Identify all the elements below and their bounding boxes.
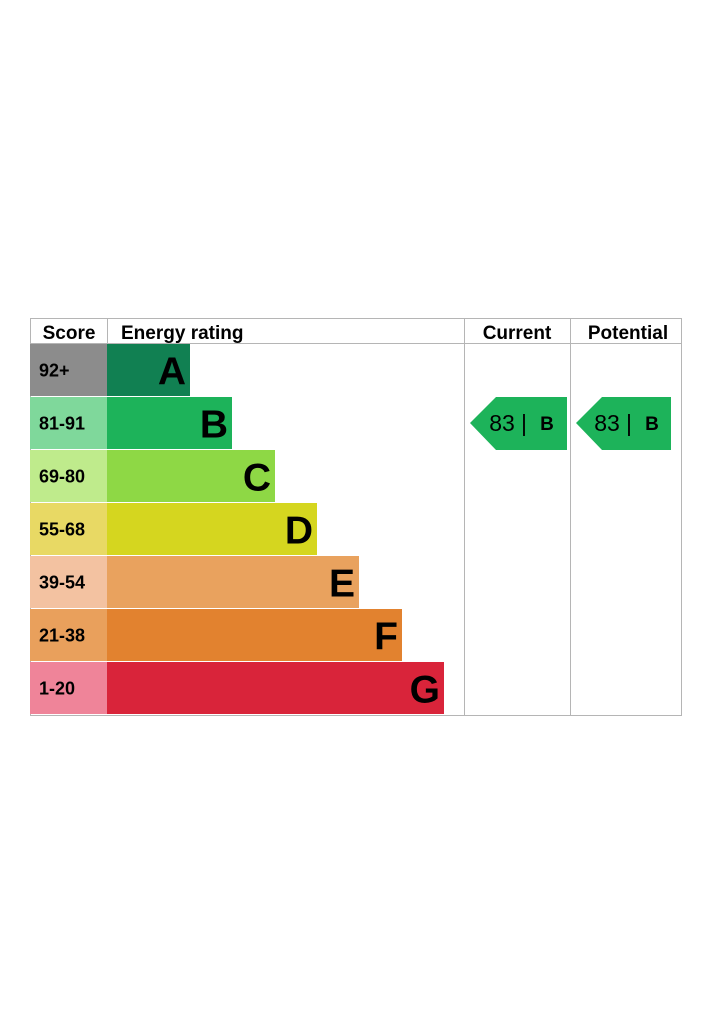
score-label-d: 55-68	[39, 520, 85, 540]
score-cell-e	[30, 556, 107, 608]
score-label-e: 39-54	[39, 573, 85, 593]
score-header: Score	[43, 323, 96, 344]
potential-rating-arrow: 83 | B	[576, 397, 671, 450]
potential-rating-value: 83	[594, 410, 620, 436]
score-label-g: 1-20	[39, 679, 75, 699]
current-rating-arrow: 83 | B	[470, 397, 567, 450]
band-letter-c: C	[243, 457, 271, 500]
score-cell-d	[30, 503, 107, 555]
potential-header: Potential	[588, 323, 668, 344]
band-letter-d: D	[285, 510, 313, 553]
band-letter-a: A	[158, 351, 186, 394]
score-cell-f	[30, 609, 107, 661]
band-bar-f	[107, 609, 402, 661]
band-letter-f: F	[374, 616, 398, 659]
potential-arrow-shape	[576, 397, 671, 450]
current-arrow-shape	[470, 397, 567, 450]
current-rating-letter: B	[540, 414, 554, 435]
band-bar-c	[107, 450, 275, 502]
current-header: Current	[483, 323, 552, 344]
score-label-a: 92+	[39, 361, 70, 381]
score-cell-g	[30, 662, 107, 714]
band-bar-a	[107, 344, 190, 396]
potential-rating-separator: |	[626, 410, 632, 436]
score-cell-b	[30, 397, 107, 449]
score-label-c: 69-80	[39, 467, 85, 487]
score-cell-a	[30, 344, 107, 396]
band-letter-g: G	[410, 669, 440, 712]
band-bar-g	[107, 662, 444, 714]
band-bar-b	[107, 397, 232, 449]
energy-rating-header: Energy rating	[121, 323, 243, 344]
current-rating-separator: |	[521, 410, 527, 436]
score-label-f: 21-38	[39, 626, 85, 646]
rating-bands: 92+ A 81-91 B 69-80 C 55-68 D 39-54 E 21-38 F 1-20 G	[30, 344, 444, 714]
band-bar-d	[107, 503, 317, 555]
band-letter-b: B	[200, 404, 228, 447]
score-label-b: 81-91	[39, 414, 85, 434]
score-cell-c	[30, 450, 107, 502]
potential-rating-letter: B	[645, 414, 659, 435]
band-bar-e	[107, 556, 359, 608]
band-letter-e: E	[329, 563, 355, 606]
current-rating-value: 83	[489, 410, 515, 436]
